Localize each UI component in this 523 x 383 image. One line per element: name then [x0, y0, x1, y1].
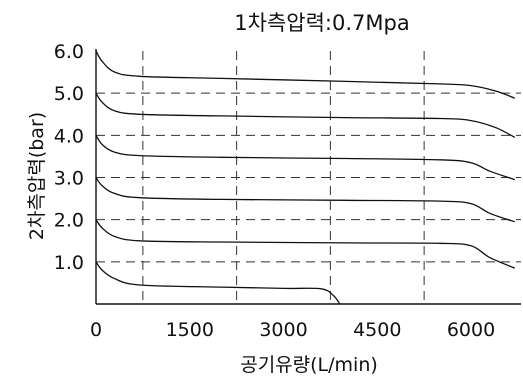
y-tick-label-2: 3.0	[54, 168, 84, 190]
y-tick-label-1: 2.0	[54, 210, 84, 232]
y-axis-title: 2차측압력(bar)	[26, 112, 48, 240]
y-tick-label-5: 6.0	[54, 41, 84, 63]
y-tick-label-3: 4.0	[54, 125, 84, 147]
axes	[95, 49, 521, 305]
y-tick-label-4: 5.0	[54, 83, 84, 105]
x-tick-label-4: 6000	[447, 319, 495, 341]
x-tick-label-1: 1500	[166, 319, 214, 341]
series-line-2	[95, 134, 516, 181]
grid-lines	[96, 51, 521, 304]
series-line-3	[95, 177, 516, 223]
x-tick-label-0: 0	[90, 319, 102, 341]
tick-labels: 1.0 2.0 3.0 4.0 5.0 6.0 0 1500 3000 4500 6000	[54, 41, 495, 341]
series-line-5	[95, 261, 341, 305]
x-axis-title: 공기유량(L/min)	[240, 354, 378, 376]
series-line-1	[95, 92, 516, 138]
x-tick-label-2: 3000	[259, 319, 307, 341]
y-tick-label-0: 1.0	[54, 252, 84, 274]
chart-title: 1차측압력:0.7Mpa	[234, 11, 409, 35]
series-line-0	[95, 50, 516, 99]
x-tick-label-3: 4500	[353, 319, 401, 341]
series-line-4	[95, 219, 516, 269]
series-lines	[95, 50, 516, 305]
